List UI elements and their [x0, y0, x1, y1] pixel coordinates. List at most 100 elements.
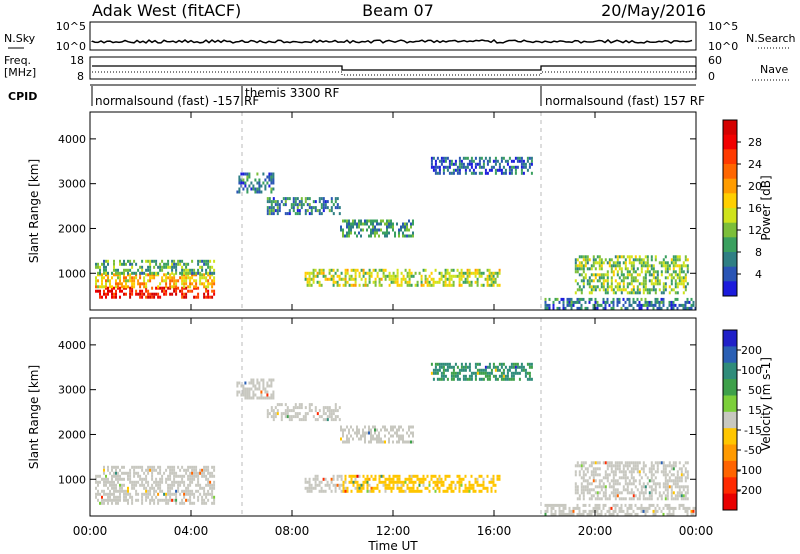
velocity-cell [123, 465, 125, 469]
power-cell [632, 276, 635, 280]
power-cell [576, 288, 579, 292]
velocity-cell [380, 437, 382, 441]
power-cell [402, 277, 405, 281]
power-cell [250, 181, 253, 185]
velocity-cell [480, 474, 483, 478]
velocity-cell [103, 477, 105, 481]
power-cell [262, 181, 265, 185]
power-cell [139, 276, 142, 280]
velocity-cell [438, 489, 441, 493]
power-cell [374, 283, 377, 287]
power-cell [568, 303, 571, 307]
power-cell [636, 279, 639, 283]
velocity-cell [123, 471, 125, 475]
velocity-cell [642, 509, 645, 513]
power-cell [123, 268, 125, 272]
velocity-cell [590, 473, 593, 477]
velocity-cell [580, 467, 583, 471]
power-cell [640, 306, 643, 310]
power-cell [488, 271, 491, 275]
velocity-cell [660, 509, 663, 513]
velocity-cell [123, 483, 125, 487]
velocity-cell [169, 483, 172, 487]
power-cell [504, 159, 507, 163]
velocity-cell [163, 498, 166, 502]
power-cell [626, 282, 629, 286]
velocity-cell [370, 474, 373, 478]
velocity-cell [368, 477, 371, 481]
velocity-cell [444, 374, 447, 378]
velocity-cell [642, 461, 645, 465]
power-cell [640, 264, 643, 268]
velocity-cell [416, 474, 419, 478]
power-cell [638, 273, 641, 277]
power-cell [670, 288, 673, 292]
power-cell [436, 165, 439, 169]
power-cell [163, 286, 166, 290]
velocity-cell [402, 428, 404, 432]
power-cell [580, 267, 583, 271]
velocity-cell [504, 365, 507, 369]
velocity-cell [686, 497, 689, 501]
power-cell [400, 225, 402, 229]
velocity-cell [127, 474, 129, 478]
power-cell [173, 259, 176, 263]
power-colorbar-label: Power [dB] [759, 175, 773, 240]
power-cell [374, 277, 377, 281]
power-cell [171, 268, 174, 272]
velocity-cell [434, 371, 437, 375]
power-cell [398, 234, 400, 238]
velocity-cell [682, 494, 685, 498]
power-cell [662, 291, 665, 295]
power-cell [320, 206, 323, 210]
velocity-cell [604, 461, 607, 465]
velocity-cell [672, 473, 675, 477]
power-cell [654, 255, 657, 259]
power-cell [404, 277, 407, 281]
power-cell [584, 255, 587, 259]
power-cell [334, 200, 337, 204]
power-cell [616, 261, 619, 265]
power-cell [354, 219, 356, 223]
velocity-cell [608, 464, 611, 468]
power-cell [199, 276, 202, 280]
power-cell [193, 279, 196, 283]
velocity-cell [107, 495, 109, 499]
velocity-cell [520, 365, 523, 369]
velocity-cell [488, 365, 491, 369]
velocity-cell [107, 477, 109, 481]
power-cell [468, 271, 471, 275]
velocity-cell [512, 377, 515, 381]
velocity-cell [558, 512, 561, 516]
velocity-cell [682, 485, 685, 489]
velocity-cell [175, 495, 178, 499]
power-cell [432, 277, 435, 281]
power-cell [131, 292, 134, 296]
velocity-cell [360, 489, 363, 493]
power-cell [125, 262, 127, 266]
power-cell [484, 171, 487, 175]
velocity-cell [165, 498, 168, 502]
velocity-cell [157, 471, 160, 475]
velocity-cell [402, 483, 405, 487]
velocity-cell [167, 489, 170, 493]
velocity-cell [348, 437, 350, 441]
power-cell [169, 279, 172, 283]
velocity-cell [634, 467, 637, 471]
velocity-cell [370, 431, 372, 435]
power-cell [562, 300, 565, 304]
velocity-cell [570, 509, 573, 513]
power-cell [238, 178, 241, 182]
power-cell [642, 288, 645, 292]
cpid-label: CPID [8, 90, 37, 103]
velocity-cell [344, 486, 347, 490]
power-cell [207, 289, 210, 293]
velocity-cell [318, 409, 321, 413]
power-cell [616, 270, 619, 274]
power-cell [340, 277, 343, 281]
velocity-cell [590, 488, 593, 492]
power-cell [330, 197, 333, 201]
velocity-cell [614, 464, 617, 468]
power-cell [364, 271, 367, 275]
velocity-cell [674, 479, 677, 483]
